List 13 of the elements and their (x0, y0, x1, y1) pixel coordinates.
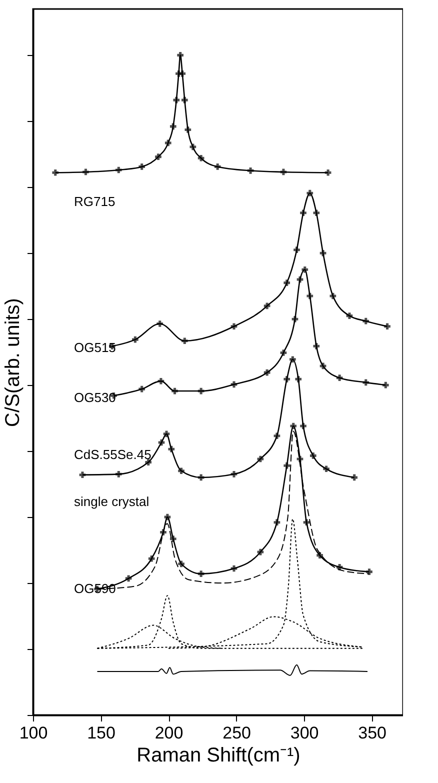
y-axis-title: C/S(arb. units) (2, 298, 24, 427)
x-axis-title: Raman Shift(cm⁻¹) (136, 744, 300, 766)
x-tick-label: 300 (290, 724, 319, 742)
x-tick-label: 350 (358, 724, 387, 742)
annotation: single crystal (74, 494, 150, 509)
x-tick-label: 150 (87, 724, 116, 742)
x-tick-label: 200 (154, 724, 184, 742)
annotation: OG530 (74, 390, 116, 405)
x-tick-label: 250 (222, 724, 251, 742)
x-tick-label: 100 (19, 724, 48, 742)
annotation: CdS.55Se.45 (74, 447, 152, 462)
annotation: RG715 (74, 194, 116, 209)
annotation: OG515 (74, 340, 116, 355)
